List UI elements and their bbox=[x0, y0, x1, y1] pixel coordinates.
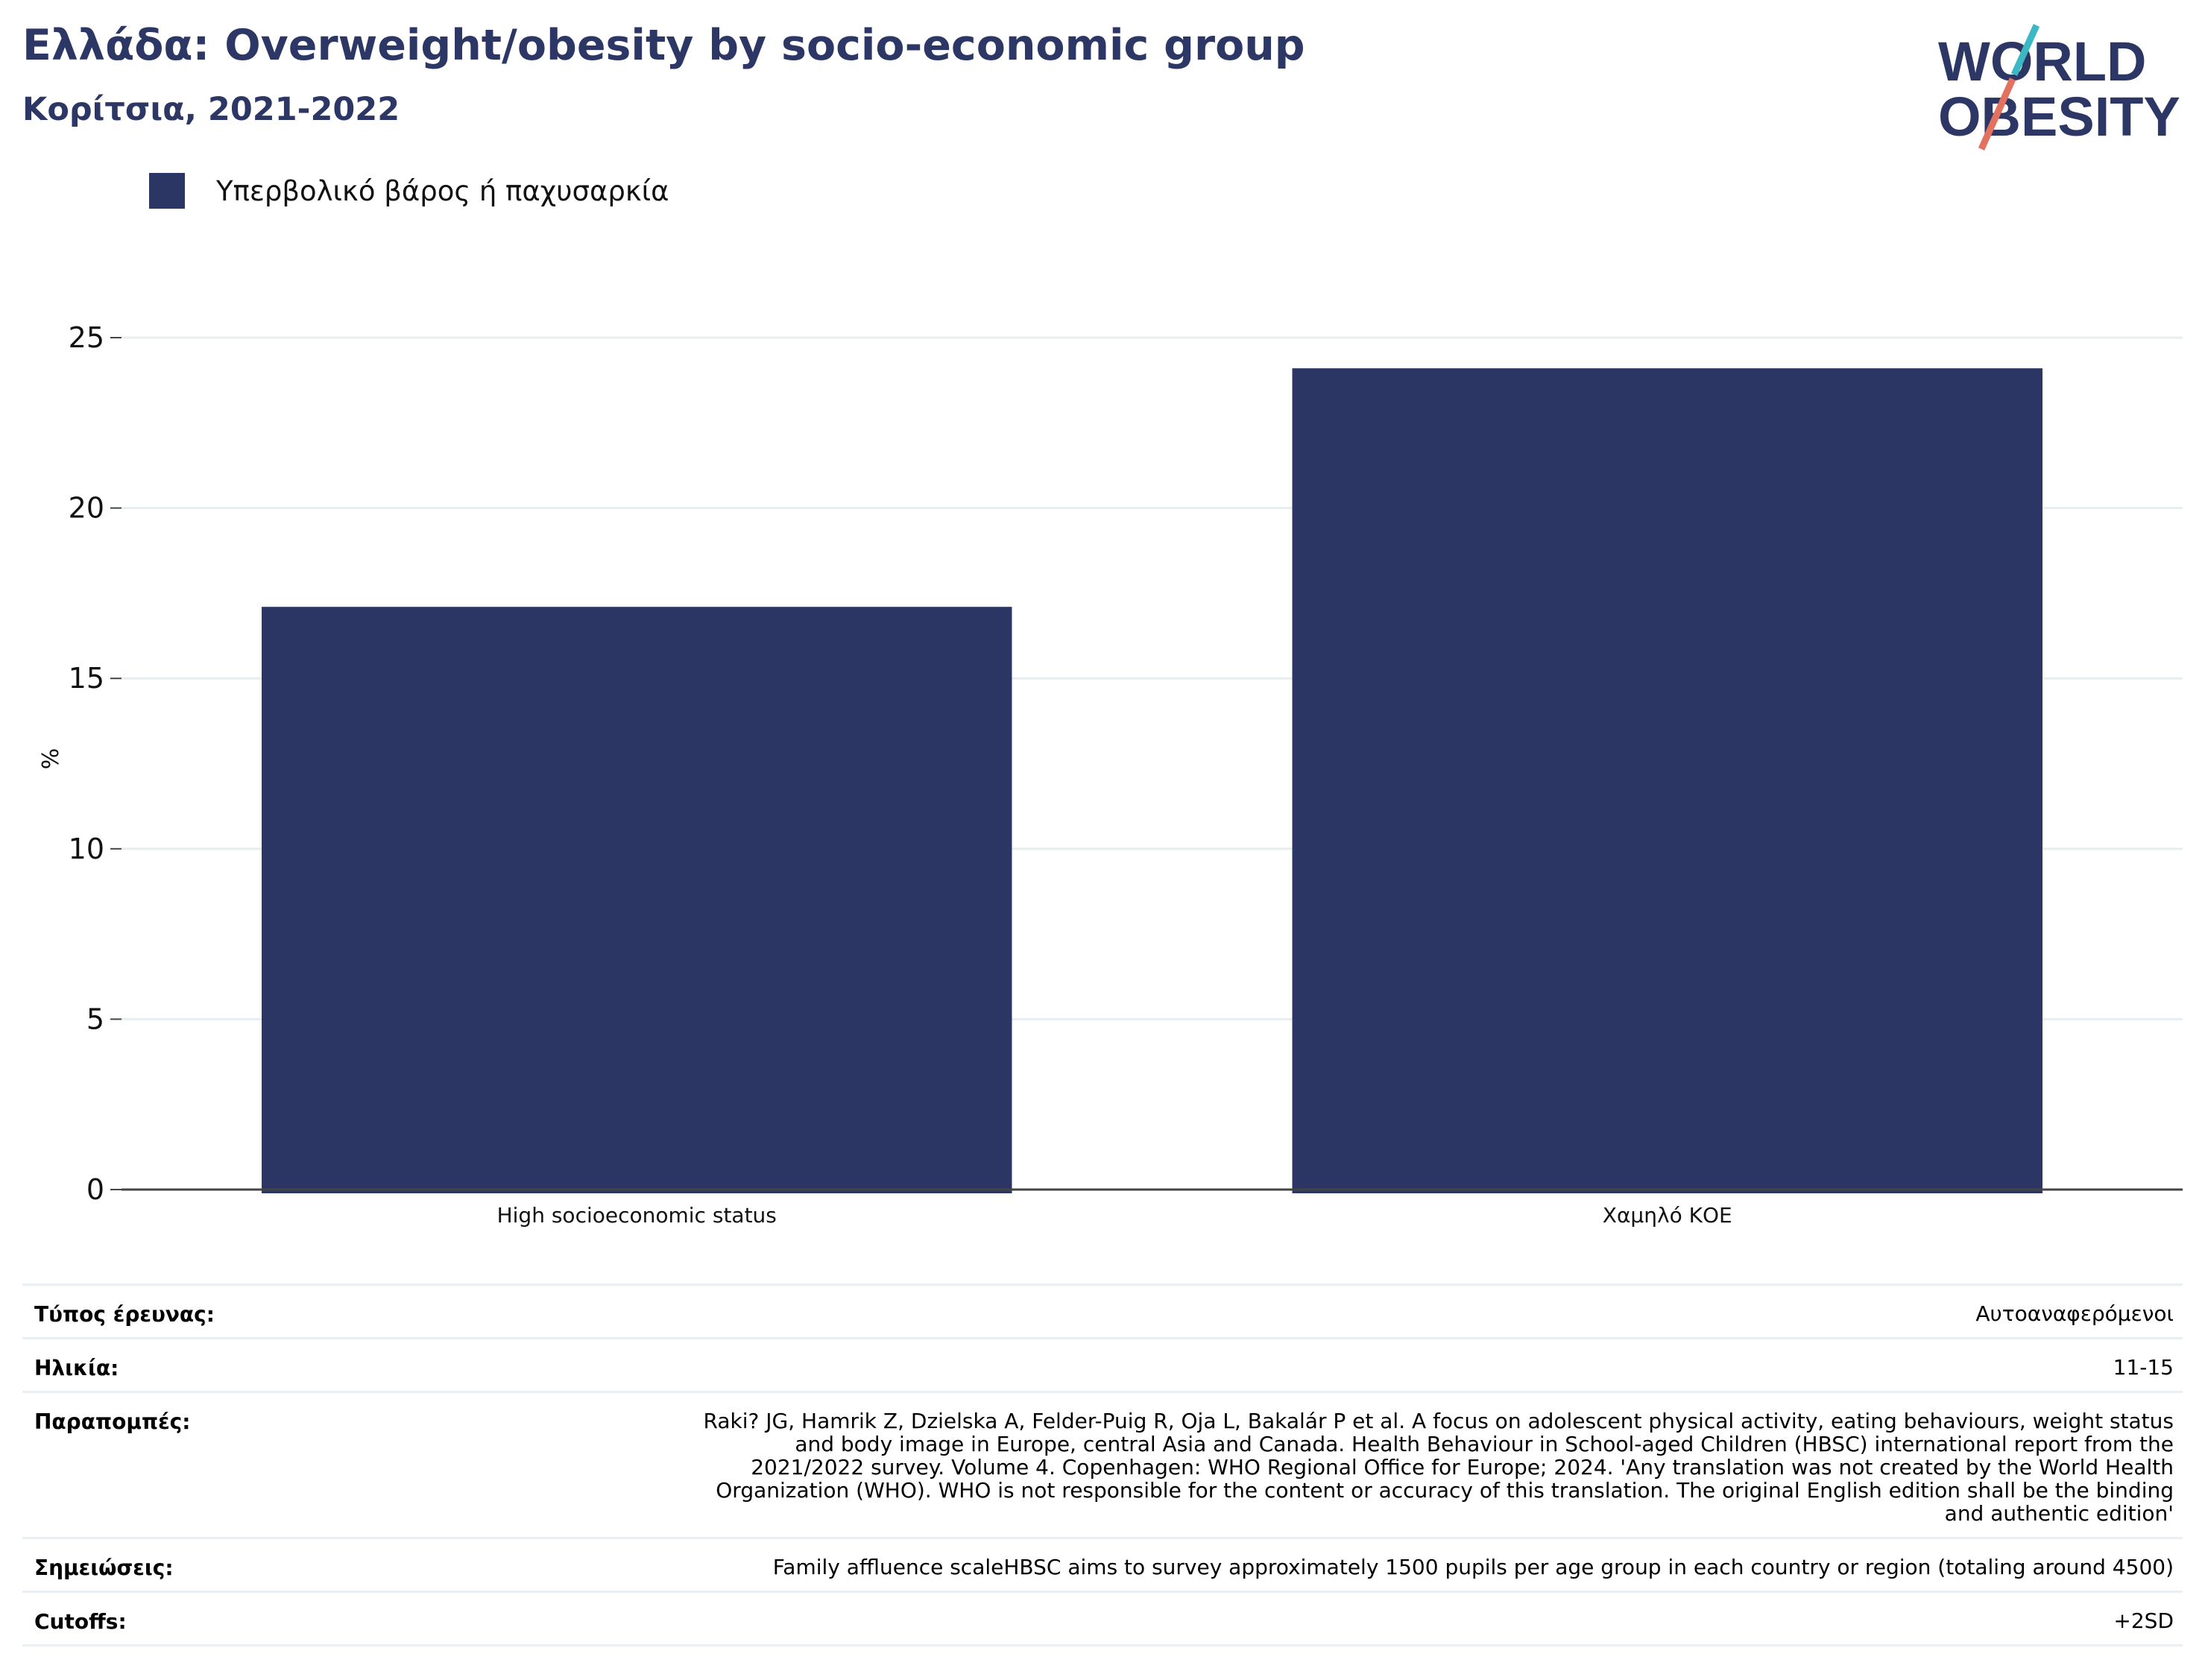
logo-line2: OBESITY bbox=[1938, 86, 2180, 148]
y-tick-label: 0 bbox=[86, 1173, 104, 1206]
y-tick-label: 15 bbox=[69, 662, 104, 695]
references-line: Organization (WHO). WHO is not responsib… bbox=[716, 1478, 2174, 1503]
bar bbox=[1292, 368, 2042, 1194]
references-value: Raki? JG, Hamrik Z, Dzielska A, Felder-P… bbox=[414, 1409, 2174, 1525]
y-tick-label: 5 bbox=[86, 1002, 104, 1035]
logo-line1: WORLD bbox=[1938, 31, 2147, 92]
bars bbox=[262, 368, 2042, 1194]
legend: Υπερβολικό βάρος ή παχυσαρκία bbox=[149, 173, 669, 209]
references-label: Παραπομπές: bbox=[34, 1409, 191, 1434]
bar bbox=[262, 607, 1012, 1193]
chart-title: Ελλάδα: Overweight/obesity by socio-econ… bbox=[22, 21, 1305, 70]
y-tick-label: 25 bbox=[69, 321, 104, 354]
survey-type-label: Τύπος έρευνας: bbox=[34, 1302, 215, 1327]
notes-label: Σημειώσεις: bbox=[34, 1556, 174, 1580]
info-row-survey-type: Τύπος έρευνας: Αυτοαναφερόμενοι bbox=[22, 1286, 2183, 1339]
bar-chart: 0 5 10 15 20 25 High socioeconomic status Χαμη… bbox=[38, 321, 2183, 1228]
world-obesity-logo: WORLD OBESITY bbox=[1938, 24, 2180, 151]
legend-label: Υπερβολικό βάρος ή παχυσαρκία bbox=[216, 174, 669, 207]
chart-subtitle: Κορίτσια, 2021-2022 bbox=[22, 91, 400, 128]
references-line: 2021/2022 survey. Volume 4. Copenhagen: … bbox=[751, 1455, 2174, 1480]
y-tick-label: 20 bbox=[69, 492, 104, 525]
x-tick-label: High socioeconomic status bbox=[497, 1203, 777, 1228]
age-value: 11-15 bbox=[2113, 1355, 2174, 1380]
references-line: Raki? JG, Hamrik Z, Dzielska A, Felder-P… bbox=[703, 1409, 2174, 1433]
info-row-notes: Σημειώσεις: Family affluence scaleHBSC a… bbox=[22, 1539, 2183, 1593]
y-axis-ticks: 0 5 10 15 20 25 bbox=[69, 321, 122, 1206]
logo-slash-top bbox=[2010, 24, 2040, 76]
y-axis-label: % bbox=[38, 748, 64, 770]
x-tick-label: Χαμηλό ΚΟΕ bbox=[1603, 1203, 1732, 1228]
x-axis-ticks: High socioeconomic status Χαμηλό ΚΟΕ bbox=[497, 1203, 1732, 1228]
info-row-age: Ηλικία: 11-15 bbox=[22, 1339, 2183, 1393]
notes-value: Family affluence scaleHBSC aims to surve… bbox=[772, 1555, 2174, 1579]
info-row-references: Παραπομπές: Raki? JG, Hamrik Z, Dzielska… bbox=[22, 1393, 2183, 1539]
references-line: and authentic edition' bbox=[1944, 1501, 2174, 1526]
age-label: Ηλικία: bbox=[34, 1356, 119, 1380]
legend-swatch bbox=[149, 173, 185, 209]
logo-slash-bottom bbox=[1978, 78, 2016, 151]
y-tick-label: 10 bbox=[69, 833, 104, 865]
references-line: and body image in Europe, central Asia a… bbox=[795, 1432, 2174, 1456]
info-table: Τύπος έρευνας: Αυτοαναφερόμενοι Ηλικία: … bbox=[22, 1283, 2183, 1646]
info-row-cutoffs: Cutoffs: +2SD bbox=[22, 1593, 2183, 1646]
cutoffs-label: Cutoffs: bbox=[34, 1609, 127, 1634]
survey-type-value: Αυτοαναφερόμενοι bbox=[1975, 1301, 2174, 1326]
cutoffs-value: +2SD bbox=[2113, 1608, 2174, 1633]
